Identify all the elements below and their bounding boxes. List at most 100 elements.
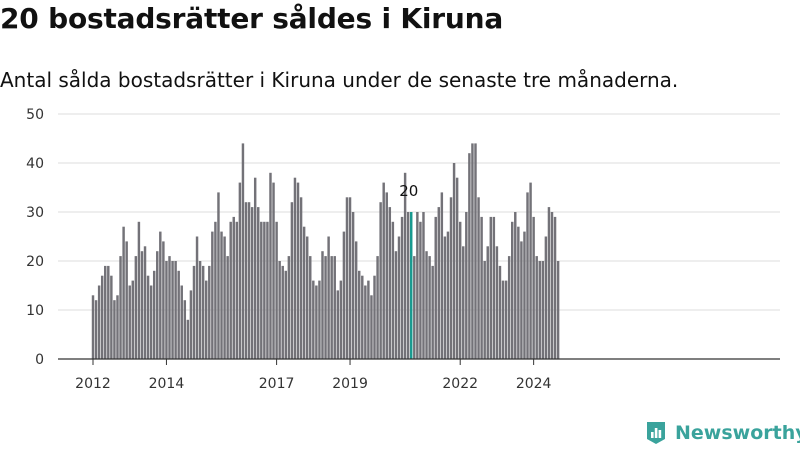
bar [529,182,532,359]
bar [238,182,242,359]
bar [214,221,217,359]
bar [544,236,548,359]
bar [455,177,459,359]
brand-name: Newsworthy [675,422,800,444]
value-labels: 20 [399,182,418,200]
bar [91,295,95,359]
bar [137,221,141,359]
bar [532,216,535,359]
bar [358,270,361,359]
bar [416,212,419,359]
bar [226,256,229,359]
bars [91,143,560,359]
bar [501,280,505,359]
bar [468,153,471,359]
bar [174,261,177,359]
page-subtitle: Antal sålda bostadsrätter i Kiruna under… [0,68,679,92]
y-tick-label: 10 [26,303,44,319]
bar [339,280,343,359]
bar [113,300,116,359]
bar [400,216,404,359]
bar [309,256,312,359]
bar [152,270,156,359]
bar [388,207,392,359]
bar [232,216,235,359]
bar [526,192,529,359]
bar [413,256,416,359]
bar [293,177,297,359]
y-tick-label: 0 [35,352,44,368]
bar [278,261,281,359]
bar [287,256,291,359]
bar [348,197,352,359]
bar [260,221,263,359]
bar [159,231,162,359]
bar [431,265,434,359]
bar [541,261,545,359]
y-axis-ticks: 0 10 20 30 40 50 [26,107,44,368]
bar [376,256,379,359]
y-tick-label: 30 [26,205,44,221]
bar [229,221,232,359]
x-tick-label: 2019 [332,376,368,392]
bar [538,261,541,359]
bar [94,300,98,359]
bar [471,143,474,359]
bar [244,202,248,359]
bar [327,236,330,359]
bar [382,182,385,359]
bar [272,182,275,359]
y-tick-label: 40 [26,156,44,172]
bar [183,300,187,359]
bar [296,182,300,359]
bar [186,319,190,359]
bar [97,285,101,359]
bar [305,236,309,359]
bar [189,290,193,359]
bar-latest [410,212,413,359]
bar [128,285,131,359]
bar [315,285,318,359]
bar [477,197,480,359]
bar [440,192,444,359]
bar [446,231,450,359]
bar [511,221,514,359]
bar [397,236,401,359]
newsworthy-logo-icon [647,422,665,444]
bar [495,246,499,359]
bar [462,246,465,359]
bar [247,202,251,359]
bar [351,212,355,359]
bar [205,280,208,359]
bar [333,256,336,359]
bar [486,246,489,359]
bar [324,256,327,359]
x-tick-label: 2022 [442,376,478,392]
bar [302,226,306,359]
bar [504,280,508,359]
brand-logo[interactable]: Newsworthy [645,420,800,446]
x-tick-label: 2012 [75,376,111,392]
bar [290,202,294,359]
bar [361,275,364,359]
bar [165,261,168,359]
bar [241,143,245,359]
bar [342,231,346,359]
bar [318,280,321,359]
bar [354,241,358,359]
bar [449,197,453,359]
latest-value-label: 20 [399,182,418,200]
bar [437,207,441,359]
bar [156,251,159,359]
bar [192,265,196,359]
bar [458,221,462,359]
bar [198,261,202,359]
bar [517,226,520,359]
bar [253,177,257,359]
bar [284,270,287,359]
x-axis-ticks: 2012 2014 2017 2019 2022 2024 [75,359,552,392]
bar [100,275,104,359]
bar [489,216,493,359]
bar [480,216,483,359]
bar [428,256,431,359]
